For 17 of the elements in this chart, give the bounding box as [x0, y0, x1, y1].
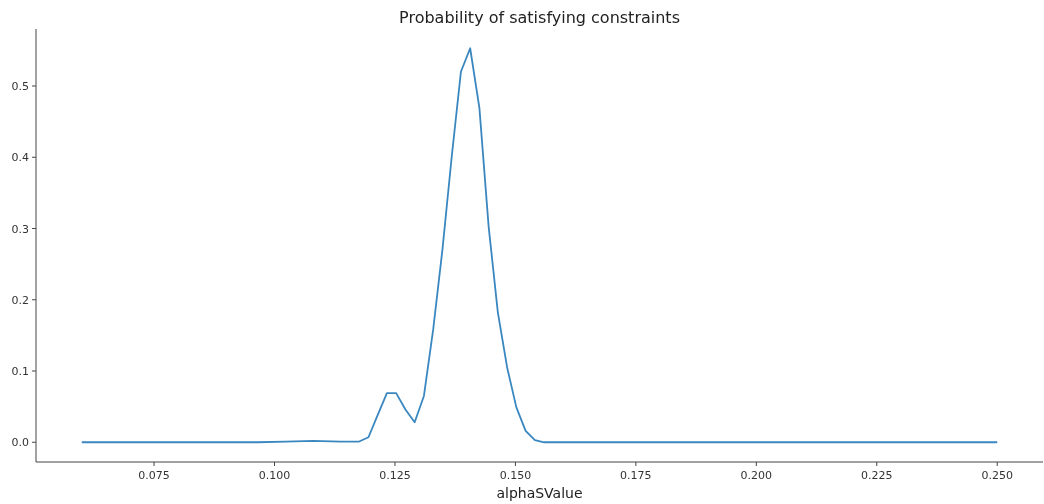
y-tick-label: 0.0: [11, 436, 29, 450]
y-tick-label: 0.1: [11, 365, 29, 379]
line-series: [80, 47, 999, 444]
x-tick-label: 0.175: [620, 469, 652, 482]
y-tick-label: 0.5: [11, 80, 29, 93]
x-tick-label: 0.150: [499, 469, 532, 482]
x-tick-label: 0.200: [740, 469, 773, 482]
x-tick-label: 0.100: [258, 469, 291, 482]
y-tick-label: 0.2: [11, 293, 29, 307]
x-tick-label: 0.075: [138, 469, 170, 482]
y-tick-label: 0.4: [11, 151, 29, 165]
x-axis-title: alphaSValue: [496, 485, 583, 501]
chart-title: Probability of satisfying constraints: [399, 8, 680, 27]
x-tick-label: 0.250: [981, 469, 1013, 482]
x-tick-label: 0.125: [379, 469, 411, 482]
x-tick-label: 0.225: [861, 469, 893, 482]
y-tick-label: 0.3: [11, 222, 29, 236]
